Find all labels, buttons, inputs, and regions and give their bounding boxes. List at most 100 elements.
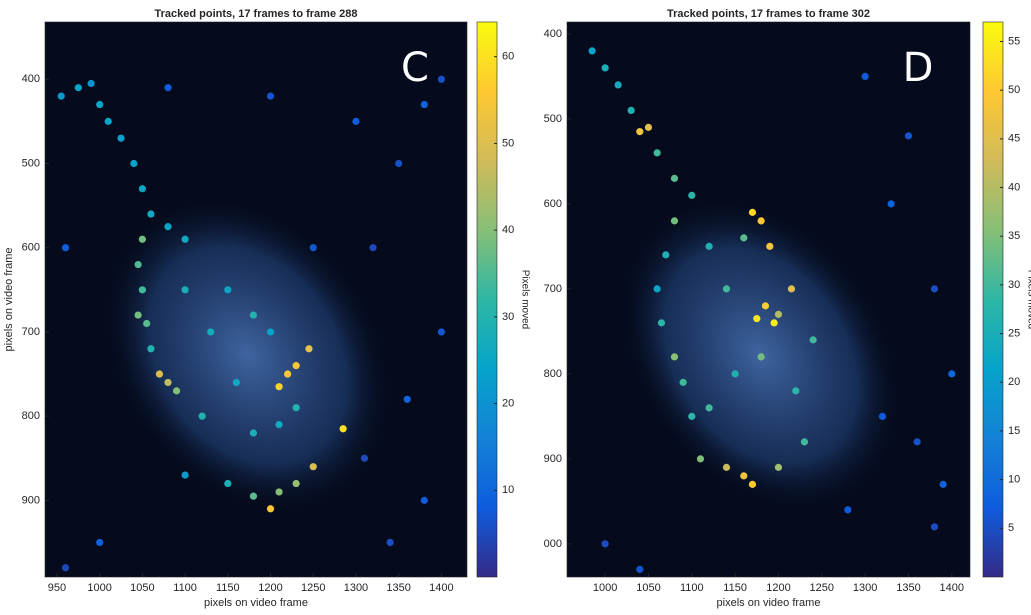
colorbar-tick-label: 40 [1008, 181, 1020, 193]
tracked-point [800, 438, 809, 446]
tracked-point [809, 336, 817, 344]
x-tick-label: 1150 [216, 582, 240, 594]
tracked-point [207, 328, 215, 336]
y-tick-label: 400 [544, 28, 562, 40]
tracked-point [249, 492, 258, 500]
tracked-point [339, 425, 347, 433]
y-tick-label: 400 [22, 73, 40, 85]
tracked-point [614, 81, 622, 89]
tracked-point [104, 117, 112, 125]
tracked-point [748, 208, 757, 216]
colorbar-tick-label: 15 [1008, 425, 1020, 437]
tracked-point [740, 234, 748, 242]
tracked-point [96, 100, 104, 109]
tracked-point [753, 315, 761, 323]
colorbar-tick-label: 50 [502, 137, 514, 149]
tracked-point [266, 328, 275, 336]
x-tick-label: 950 [48, 582, 66, 594]
tracked-point [181, 286, 189, 294]
tracked-point [224, 479, 232, 488]
tracked-point [588, 47, 596, 55]
tracked-point [670, 174, 679, 182]
tracked-point [670, 217, 679, 225]
tracked-point [275, 420, 283, 429]
tracked-point [688, 191, 696, 199]
tracked-point [420, 100, 428, 109]
tracked-point [266, 505, 275, 513]
tracked-point [437, 75, 445, 83]
tracked-point [770, 319, 778, 327]
colorbar-tick-label: 25 [1008, 327, 1020, 339]
colorbar-tick-label: 10 [1008, 474, 1020, 486]
tracked-point [705, 404, 713, 412]
tracked-point [147, 345, 155, 353]
x-tick-label: 1200 [258, 582, 282, 594]
tracked-point [275, 488, 283, 496]
tracked-point [147, 210, 155, 218]
tracked-point [688, 412, 696, 420]
x-tick-label: 1350 [896, 582, 920, 594]
x-tick-label: 1250 [301, 582, 325, 594]
tracked-point [155, 370, 164, 378]
tracked-point [722, 463, 731, 471]
tracked-point [61, 564, 70, 572]
x-tick-label: 1100 [173, 582, 197, 594]
x-tick-label: 1400 [429, 582, 453, 594]
tracked-point [395, 159, 403, 168]
tracked-point [601, 64, 609, 72]
colorbar-tick-label: 50 [1008, 84, 1020, 96]
tracked-point [352, 117, 360, 125]
tracked-point [164, 378, 172, 387]
colorbar [476, 21, 498, 578]
x-tick-label: 1400 [940, 582, 964, 594]
x-tick-label: 1300 [344, 582, 368, 594]
axes-frame [566, 21, 971, 578]
tracked-point [653, 149, 661, 157]
tracked-point [134, 311, 142, 319]
x-tick-label: 1150 [723, 582, 747, 594]
tracked-point [360, 454, 369, 462]
colorbar-label: Pixels moved [1025, 270, 1031, 329]
plot-content [57, 75, 445, 572]
tracked-point [403, 395, 411, 403]
x-tick-label: 1000 [593, 582, 617, 594]
tracked-point [181, 471, 189, 479]
tracked-point [284, 370, 292, 378]
tracked-point [662, 251, 670, 259]
tracked-point [670, 353, 679, 361]
y-tick-label: 600 [544, 198, 562, 210]
colorbar-tick-label: 20 [1008, 376, 1020, 388]
x-tick-label: 1300 [853, 582, 877, 594]
tracked-point [181, 235, 189, 243]
chart-title: Tracked points, 17 frames to frame 288 [155, 8, 358, 20]
tracked-point [134, 260, 142, 269]
tracked-point [232, 378, 240, 387]
colorbar-tick-label: 60 [502, 51, 514, 63]
y-tick-label: 000 [544, 538, 562, 550]
tracked-point [61, 244, 70, 252]
tracked-point [309, 244, 317, 252]
tracked-point [705, 242, 713, 250]
tracked-point [266, 92, 275, 100]
tracked-point [292, 479, 300, 488]
colorbar [982, 21, 1004, 578]
axes-frame [44, 21, 468, 578]
cell-image [106, 200, 389, 510]
tracked-point [887, 200, 895, 208]
x-tick-label: 1050 [130, 582, 154, 594]
tracked-point [292, 362, 300, 370]
x-tick-label: 1200 [766, 582, 790, 594]
colorbar-label: Pixels moved [519, 270, 530, 329]
colorbar-tick-label: 30 [1008, 279, 1020, 291]
tracked-point [731, 370, 739, 378]
tracked-point [386, 538, 394, 547]
tracked-point [172, 387, 181, 395]
tracked-point [653, 285, 661, 293]
y-tick-label: 800 [22, 410, 40, 422]
x-tick-label: 1250 [810, 582, 834, 594]
colorbar-tick-label: 55 [1008, 35, 1020, 47]
x-tick-label: 1350 [386, 582, 410, 594]
y-tick-label: 800 [544, 368, 562, 380]
tracked-point [636, 128, 644, 136]
